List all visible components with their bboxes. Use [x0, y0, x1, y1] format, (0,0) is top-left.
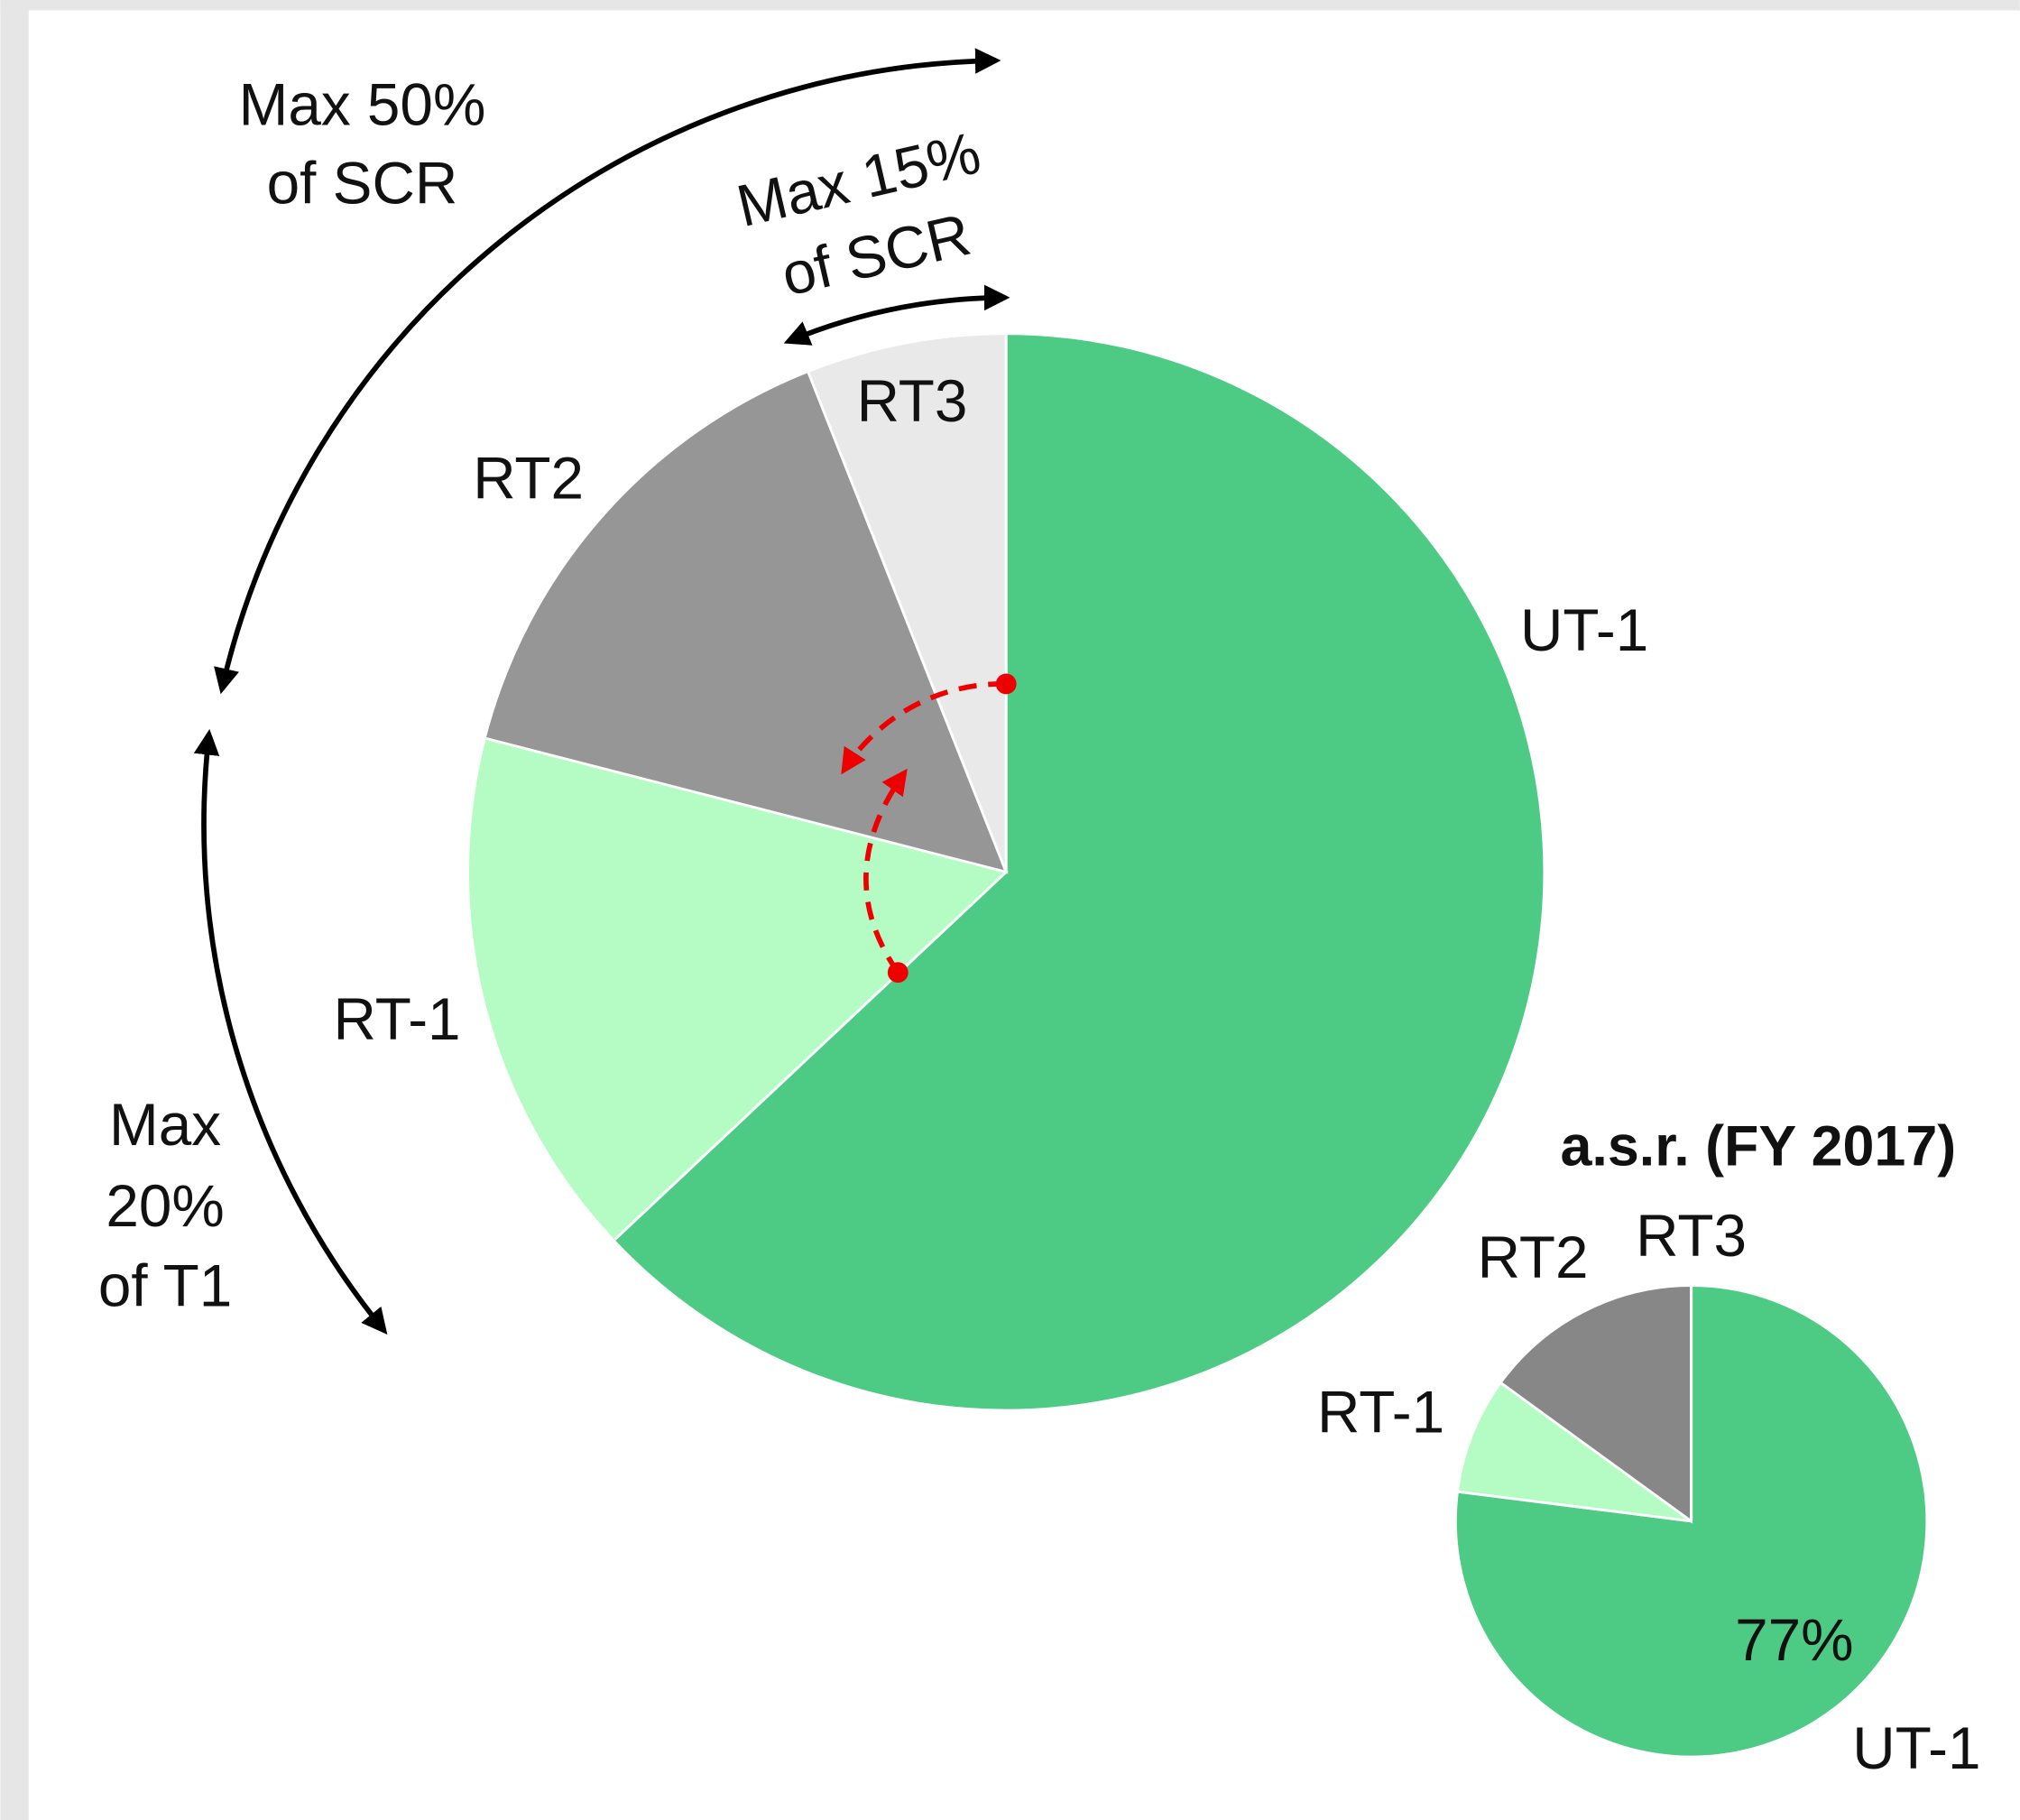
slice-label: UT-1 [1852, 1715, 1980, 1781]
flow-arrow [841, 681, 1007, 775]
annotation: of SCR [267, 151, 458, 217]
flow-dot [887, 962, 909, 984]
annotation: Max [109, 1092, 221, 1158]
slice-label: RT3 [1636, 1203, 1747, 1269]
pie-slice [1499, 1284, 1693, 1524]
annotation: of T1 [98, 1253, 232, 1319]
annotation: Max 50% [239, 72, 486, 138]
pie-slice [466, 736, 1010, 1243]
bracket-arc [214, 48, 1001, 695]
pie-slice [612, 332, 1546, 1412]
slice-label: RT3 [857, 368, 968, 434]
slice-label: RT-1 [1317, 1380, 1444, 1446]
value-label: 77% [1735, 1607, 1853, 1673]
frame-top [0, 0, 2020, 11]
bracket-arc [193, 728, 388, 1335]
pie-slice [1455, 1381, 1693, 1523]
flow-dot [995, 673, 1017, 695]
chart-title: a.s.r. (FY 2017) [1561, 1114, 1957, 1178]
slice-label: UT-1 [1520, 597, 1648, 663]
annotation: 20% [106, 1173, 224, 1239]
slice-label: RT2 [1478, 1224, 1589, 1290]
bracket-arc [783, 284, 1010, 346]
slice-label: RT-1 [333, 986, 460, 1052]
flow-arrow [863, 768, 908, 975]
slice-label: RT2 [473, 446, 584, 512]
frame-left [0, 0, 29, 1820]
